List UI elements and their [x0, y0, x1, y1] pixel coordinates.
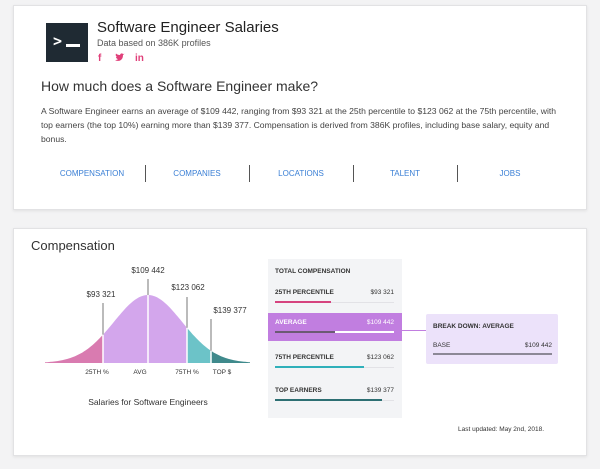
- bar-track: [275, 302, 394, 303]
- facebook-icon[interactable]: f: [98, 53, 102, 64]
- curve-segment-top: [211, 350, 250, 363]
- tab-compensation[interactable]: COMPENSATION: [59, 169, 125, 178]
- summary-card: [13, 5, 587, 210]
- row-25th-percentile[interactable]: 25TH PERCENTILE $93 321: [268, 283, 402, 310]
- row-value: $139 377: [366, 387, 394, 394]
- label-p25-value: $93 321: [86, 290, 116, 299]
- connector-line: [402, 330, 426, 331]
- chart-caption: Salaries for Software Engineers: [88, 397, 208, 407]
- tick-p25: 25TH %: [85, 369, 109, 376]
- linkedin-icon[interactable]: in: [135, 53, 144, 64]
- row-value: $123 062: [366, 354, 394, 361]
- curve-segment-25th: [45, 334, 103, 363]
- row-label: AVERAGE: [275, 319, 307, 326]
- row-label: 75TH PERCENTILE: [275, 354, 334, 361]
- panel-title: TOTAL COMPENSATION: [275, 268, 351, 275]
- bar-fill: [275, 301, 331, 303]
- row-value: $109 442: [366, 319, 394, 326]
- twitter-icon[interactable]: [115, 53, 125, 65]
- breakdown-label: BASE: [433, 342, 451, 349]
- last-updated: Last updated: May 2nd, 2018.: [458, 426, 545, 433]
- breakdown-value: $109 442: [524, 342, 552, 349]
- bar-fill: [275, 399, 383, 401]
- tab-companies[interactable]: COMPANIES: [173, 169, 221, 178]
- curve-segment-middle: [103, 295, 187, 363]
- question-heading: How much does a Software Engineer make?: [41, 78, 319, 94]
- divider: [249, 165, 250, 182]
- divider: [145, 165, 146, 182]
- tab-jobs[interactable]: JOBS: [499, 169, 521, 178]
- breakdown-panel: BREAK DOWN: AVERAGE BASE $109 442: [426, 314, 558, 364]
- breakdown-bar: [433, 353, 552, 355]
- divider: [457, 165, 458, 182]
- bar-fill: [275, 331, 335, 333]
- bar-fill: [275, 366, 365, 368]
- description: A Software Engineer earns an average of …: [41, 106, 557, 144]
- row-top-earners[interactable]: TOP EARNERS $139 377: [268, 381, 402, 408]
- row-value: $93 321: [370, 289, 395, 296]
- tab-locations[interactable]: LOCATIONS: [278, 169, 324, 178]
- row-average[interactable]: AVERAGE $109 442: [268, 313, 402, 341]
- subtitle: Data based on 386K profiles: [97, 38, 211, 48]
- breakdown-title: BREAK DOWN: AVERAGE: [433, 323, 514, 330]
- tab-talent[interactable]: TALENT: [389, 169, 421, 178]
- label-avg-value: $109 442: [131, 266, 165, 275]
- row-75th-percentile[interactable]: 75TH PERCENTILE $123 062: [268, 348, 402, 375]
- bar-track: [275, 331, 394, 333]
- page-title: Software Engineer Salaries: [97, 19, 279, 36]
- total-compensation-panel: TOTAL COMPENSATION 25TH PERCENTILE $93 32…: [268, 259, 402, 418]
- tick-avg: AVG: [133, 369, 147, 376]
- divider: [353, 165, 354, 182]
- tick-p75: 75TH %: [175, 369, 199, 376]
- row-label: 25TH PERCENTILE: [275, 289, 334, 296]
- compensation-heading: Compensation: [31, 238, 115, 253]
- label-top-value: $139 377: [213, 306, 247, 315]
- curve-segment-75th: [187, 327, 211, 363]
- row-label: TOP EARNERS: [275, 387, 322, 394]
- label-p75-value: $123 062: [171, 283, 205, 292]
- tick-top: TOP $: [212, 369, 232, 376]
- terminal-icon: >: [46, 23, 88, 62]
